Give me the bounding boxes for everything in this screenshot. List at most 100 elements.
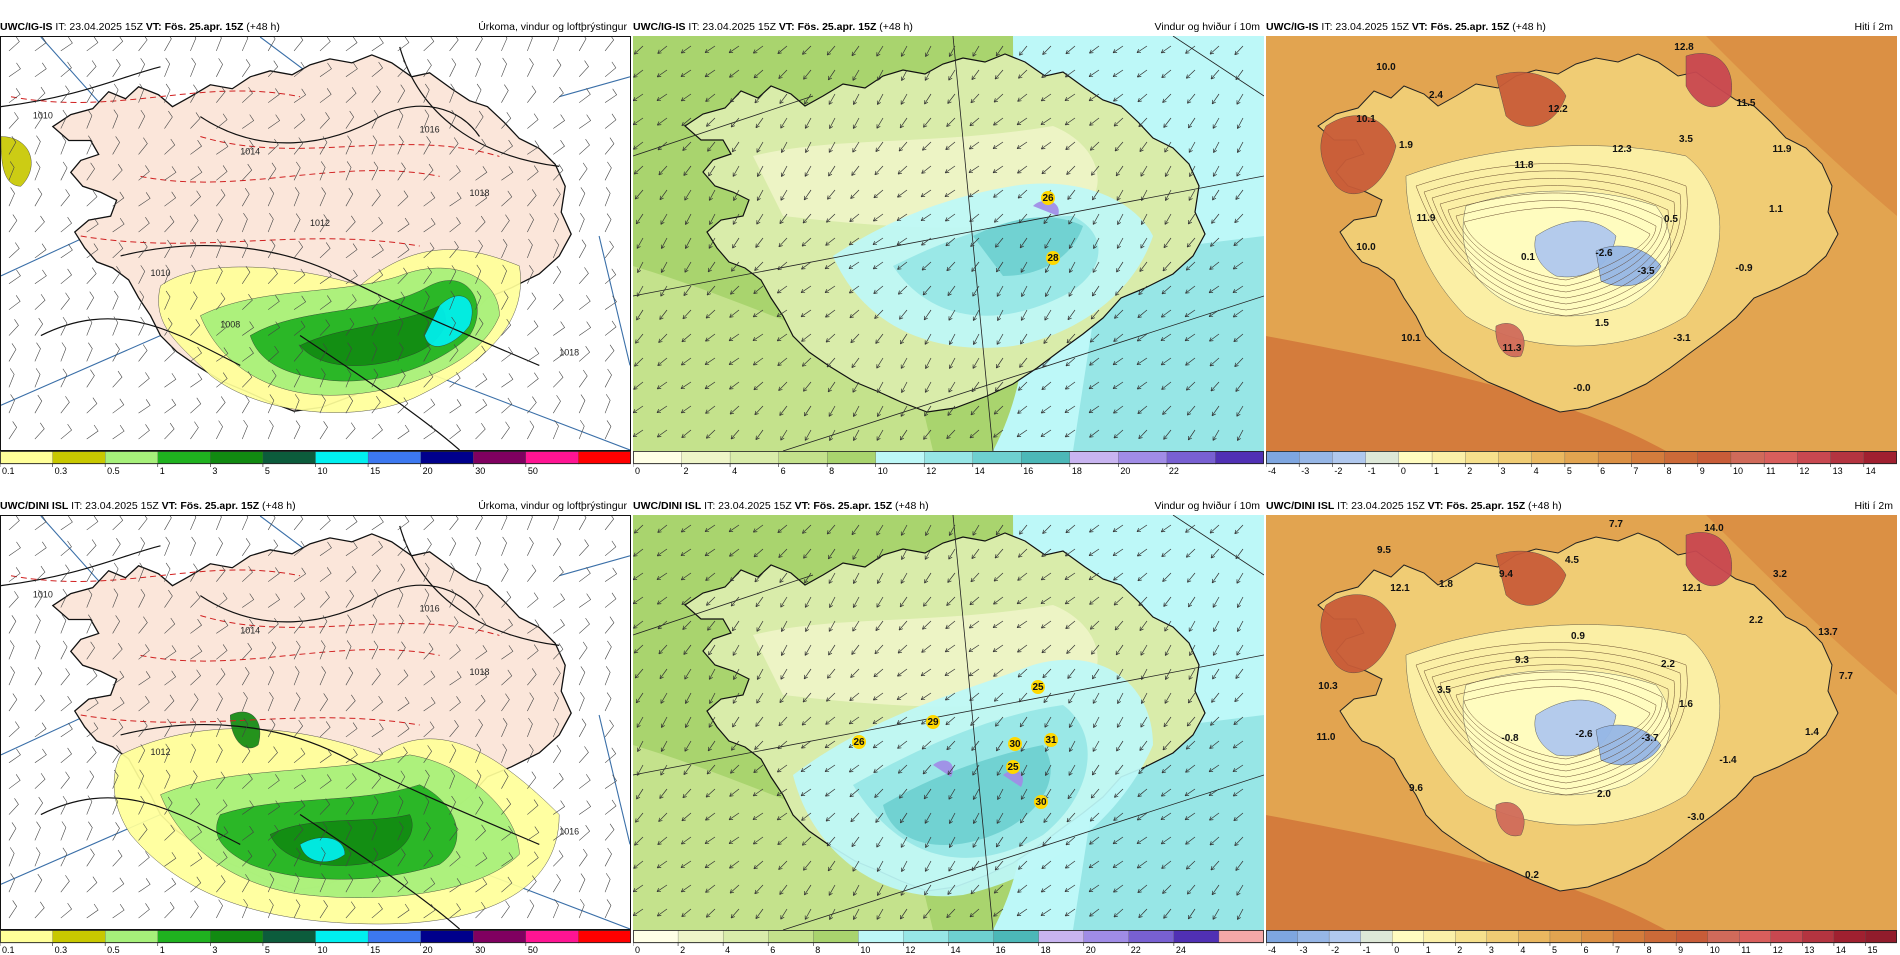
colorbar-tick-label: 3 bbox=[212, 945, 217, 955]
init-time: IT: 23.04.2025 15Z bbox=[685, 21, 779, 33]
colorbar-swatch bbox=[633, 451, 683, 465]
colorbar-tick-label: 14 bbox=[1866, 466, 1876, 476]
temperature-value: 2.2 bbox=[1749, 615, 1763, 626]
colorbar-tick-label: 2 bbox=[684, 466, 689, 476]
panel-temp-dini: UWC/DINI ISL IT: 23.04.2025 15Z VT: Fös.… bbox=[1266, 497, 1897, 955]
temperature-value: 10.3 bbox=[1318, 681, 1338, 692]
temperature-value: 10.0 bbox=[1356, 242, 1376, 253]
colorbar-tick-label: 10 bbox=[318, 466, 328, 476]
colorbar-swatch bbox=[1830, 451, 1865, 465]
colorbar-tick-label: 8 bbox=[829, 466, 834, 476]
temperature-value: 9.5 bbox=[1377, 545, 1391, 556]
colorbar-swatch bbox=[1392, 930, 1425, 944]
colorbar-tick-label: 0 bbox=[1394, 945, 1399, 955]
colorbar-tick-label: 6 bbox=[1600, 466, 1605, 476]
panel-title: Úrkoma, vindur og loftþrýstingur bbox=[478, 21, 627, 33]
panel-header: UWC/DINI ISL IT: 23.04.2025 15Z VT: Fös.… bbox=[0, 497, 631, 515]
colorbar-tick-label: 2 bbox=[1457, 945, 1462, 955]
panel-temp-igis: UWC/IG-IS IT: 23.04.2025 15Z VT: Fös. 25… bbox=[1266, 18, 1897, 476]
precipitation-map: 1010 1014 1016 1018 1010 1018 1012 1008 bbox=[0, 36, 631, 451]
colorbar-tick-label: 10 bbox=[860, 945, 870, 955]
colorbar-swatch bbox=[1128, 930, 1175, 944]
colorbar-tick-label: 12 bbox=[926, 466, 936, 476]
temperature-value: -1.4 bbox=[1719, 755, 1737, 766]
colorbar-tick-label: 4 bbox=[732, 466, 737, 476]
colorbar-swatch bbox=[1770, 930, 1803, 944]
colorbar-swatch bbox=[1564, 451, 1599, 465]
model-name: UWC/IG-IS bbox=[0, 21, 53, 33]
model-name: UWC/DINI ISL bbox=[1266, 500, 1335, 512]
colorbar-tick-label: 13 bbox=[1804, 945, 1814, 955]
colorbar-swatch bbox=[813, 930, 860, 944]
colorbar-swatch bbox=[1644, 930, 1677, 944]
svg-text:31: 31 bbox=[1045, 735, 1057, 746]
colorbar-swatch bbox=[1531, 451, 1566, 465]
temperature-value: 2.0 bbox=[1597, 789, 1611, 800]
valid-time: VT: Fös. 25.apr. 15Z bbox=[794, 500, 893, 512]
colorbar-swatch bbox=[677, 930, 724, 944]
colorbar-swatch bbox=[722, 930, 769, 944]
colorbar-swatch bbox=[52, 451, 106, 465]
isobar-label: 1010 bbox=[33, 590, 53, 600]
colorbar-tick-label: 50 bbox=[528, 945, 538, 955]
temperature-value: 10.1 bbox=[1401, 333, 1421, 344]
temperature-value: 11.0 bbox=[1317, 732, 1336, 743]
temperature-map: 12.8 10.0 2.4 10.1 12.2 11.5 1.9 12.3 3.5 11.9 11.… bbox=[1266, 36, 1897, 451]
colorbar-swatch bbox=[157, 451, 211, 465]
colorbar-swatch bbox=[1498, 451, 1533, 465]
temperature-value: 0.2 bbox=[1525, 870, 1539, 881]
colorbar-tick-label: 5 bbox=[1567, 466, 1572, 476]
temperature-value: 0.5 bbox=[1664, 214, 1678, 225]
colorbar-tick-label: -3 bbox=[1301, 466, 1309, 476]
colorbar-swatch bbox=[525, 930, 580, 944]
temperature-value: 12.3 bbox=[1612, 144, 1632, 155]
panel-title: Vindur og hviður í 10m bbox=[1154, 21, 1260, 33]
colorbar-tick-label: 14 bbox=[951, 945, 961, 955]
colorbar-tick-label: 9 bbox=[1700, 466, 1705, 476]
lead-time: (+48 h) bbox=[876, 21, 913, 33]
isobar-label: 1016 bbox=[559, 826, 579, 836]
colorbar-swatch bbox=[1465, 451, 1500, 465]
colorbar-tick-label: 1 bbox=[1434, 466, 1439, 476]
colorbar-tick-label: 11 bbox=[1741, 945, 1750, 955]
wind-speed-fields bbox=[833, 183, 1153, 348]
colorbar-swatch bbox=[1697, 451, 1732, 465]
panel-precip-dini: UWC/DINI ISL IT: 23.04.2025 15Z VT: Fös.… bbox=[0, 497, 631, 955]
colorbar-tick-label: -2 bbox=[1334, 466, 1342, 476]
colorbar-tick-label: 10 bbox=[318, 945, 328, 955]
panel-header: UWC/IG-IS IT: 23.04.2025 15Z VT: Fös. 25… bbox=[633, 18, 1264, 36]
temperature-value: 11.9 bbox=[1773, 144, 1792, 155]
temperature-value: 7.7 bbox=[1839, 671, 1853, 682]
lead-time: (+48 h) bbox=[1509, 21, 1546, 33]
init-time: IT: 23.04.2025 15Z bbox=[52, 21, 146, 33]
colorbar-swatch bbox=[1730, 451, 1765, 465]
colorbar-tick-label: 8 bbox=[815, 945, 820, 955]
colorbar-swatch bbox=[1863, 451, 1897, 465]
colorbar-tick-label: -2 bbox=[1331, 945, 1339, 955]
wind-arrows bbox=[633, 524, 1244, 920]
temperature-value: 1.5 bbox=[1595, 318, 1609, 329]
lead-time: (+48 h) bbox=[892, 500, 929, 512]
gust-label: 31 bbox=[1044, 733, 1058, 747]
gust-label: 28 bbox=[1046, 251, 1060, 265]
colorbar-tick-label: -1 bbox=[1368, 466, 1376, 476]
colorbar-swatch bbox=[1707, 930, 1740, 944]
colorbar-tick-label: 10 bbox=[1710, 945, 1720, 955]
temperature-value: 12.8 bbox=[1674, 42, 1694, 53]
colorbar-tick-label: 30 bbox=[475, 945, 485, 955]
colorbar-swatch bbox=[1173, 930, 1220, 944]
colorbar-tick-label: 7 bbox=[1615, 945, 1620, 955]
colorbar-swatch bbox=[473, 930, 527, 944]
colorbar-swatch bbox=[778, 451, 828, 465]
colorbar-tick-label: 3 bbox=[212, 466, 217, 476]
temperature-value: 1.9 bbox=[1399, 140, 1413, 151]
colorbar-tick-label: 6 bbox=[770, 945, 775, 955]
isobar-label: 1012 bbox=[151, 747, 171, 757]
temperature-value: 7.7 bbox=[1609, 519, 1623, 530]
panel-title: Úrkoma, vindur og loftþrýstingur bbox=[478, 500, 627, 512]
colorbar-tick-label: 7 bbox=[1633, 466, 1638, 476]
colorbar-tick-label: 12 bbox=[905, 945, 915, 955]
colorbar-swatch bbox=[1365, 451, 1400, 465]
colorbar-swatch bbox=[262, 451, 317, 465]
colorbar-swatch bbox=[1833, 930, 1867, 944]
